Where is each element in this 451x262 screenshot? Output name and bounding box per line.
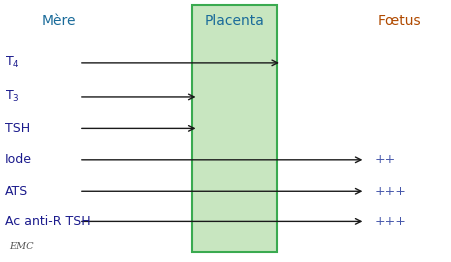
Text: TSH: TSH — [5, 122, 30, 135]
Text: Placenta: Placenta — [205, 14, 264, 28]
Text: ATS: ATS — [5, 185, 28, 198]
Text: Ac anti-R TSH: Ac anti-R TSH — [5, 215, 90, 228]
Text: +++: +++ — [374, 215, 406, 228]
Text: Iode: Iode — [5, 153, 32, 166]
Text: EMC: EMC — [9, 242, 34, 251]
Bar — [192, 5, 277, 252]
Text: ++: ++ — [374, 153, 396, 166]
Text: +++: +++ — [374, 185, 406, 198]
Text: Mère: Mère — [41, 14, 76, 28]
Text: Fœtus: Fœtus — [377, 14, 421, 28]
Text: T$_4$: T$_4$ — [5, 55, 19, 70]
Text: T$_3$: T$_3$ — [5, 89, 19, 105]
